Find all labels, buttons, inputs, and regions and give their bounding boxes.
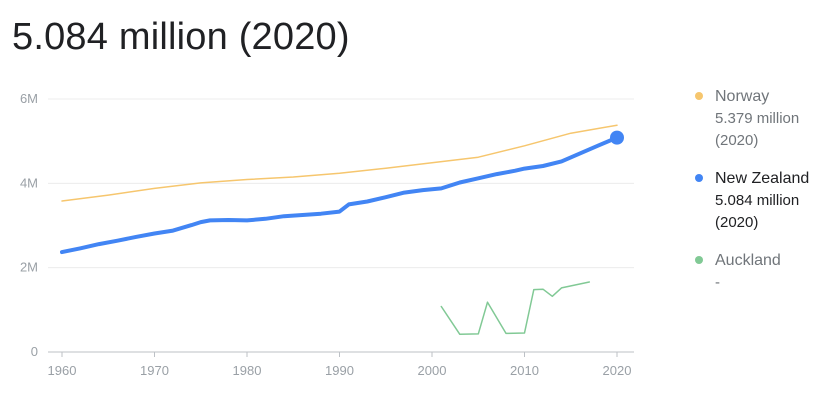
legend-dot-icon	[695, 174, 703, 182]
x-tick-label: 1960	[48, 363, 77, 378]
legend-series-value: -	[715, 274, 720, 291]
legend-series-name: New Zealand	[715, 170, 810, 187]
y-tick-label: 6M	[20, 91, 38, 106]
legend-item-new-zealand[interactable]: New Zealand 5.084 million (2020)	[695, 168, 835, 234]
chart-legend: Norway 5.379 million (2020) New Zealand 5.0…	[695, 86, 835, 310]
axes: 0 2M 4M 6M 1960 1970 1980 1990 2000 2010 2020	[20, 91, 632, 378]
legend-series-value: 5.379 million (2020)	[715, 110, 800, 149]
x-tick-label: 2010	[510, 363, 539, 378]
auckland-series-line[interactable]	[440, 281, 591, 336]
legend-item-norway[interactable]: Norway 5.379 million (2020)	[695, 86, 835, 152]
legend-dot-icon	[695, 256, 703, 264]
y-tick-label: 4M	[20, 175, 38, 190]
legend-series-name: Auckland	[715, 252, 781, 269]
x-tick-label: 2000	[418, 363, 447, 378]
series-lines[interactable]	[60, 124, 624, 336]
legend-series-value: 5.084 million (2020)	[715, 192, 800, 231]
legend-series-name: Norway	[715, 88, 770, 105]
x-tick-label: 1970	[140, 363, 169, 378]
page-title: 5.084 million (2020)	[12, 16, 350, 58]
y-tick-label: 0	[31, 344, 38, 359]
new-zealand-endpoint-marker[interactable]	[610, 130, 624, 145]
x-tick-label: 1990	[325, 363, 354, 378]
legend-dot-icon	[695, 92, 703, 100]
x-tick-label: 2020	[603, 363, 632, 378]
x-tick-label: 1980	[233, 363, 262, 378]
gridlines	[48, 98, 634, 353]
y-tick-label: 2M	[20, 260, 38, 275]
norway-series-line[interactable]	[61, 124, 618, 202]
legend-item-auckland[interactable]: Auckland -	[695, 250, 835, 294]
new-zealand-series-line[interactable]	[60, 135, 619, 255]
